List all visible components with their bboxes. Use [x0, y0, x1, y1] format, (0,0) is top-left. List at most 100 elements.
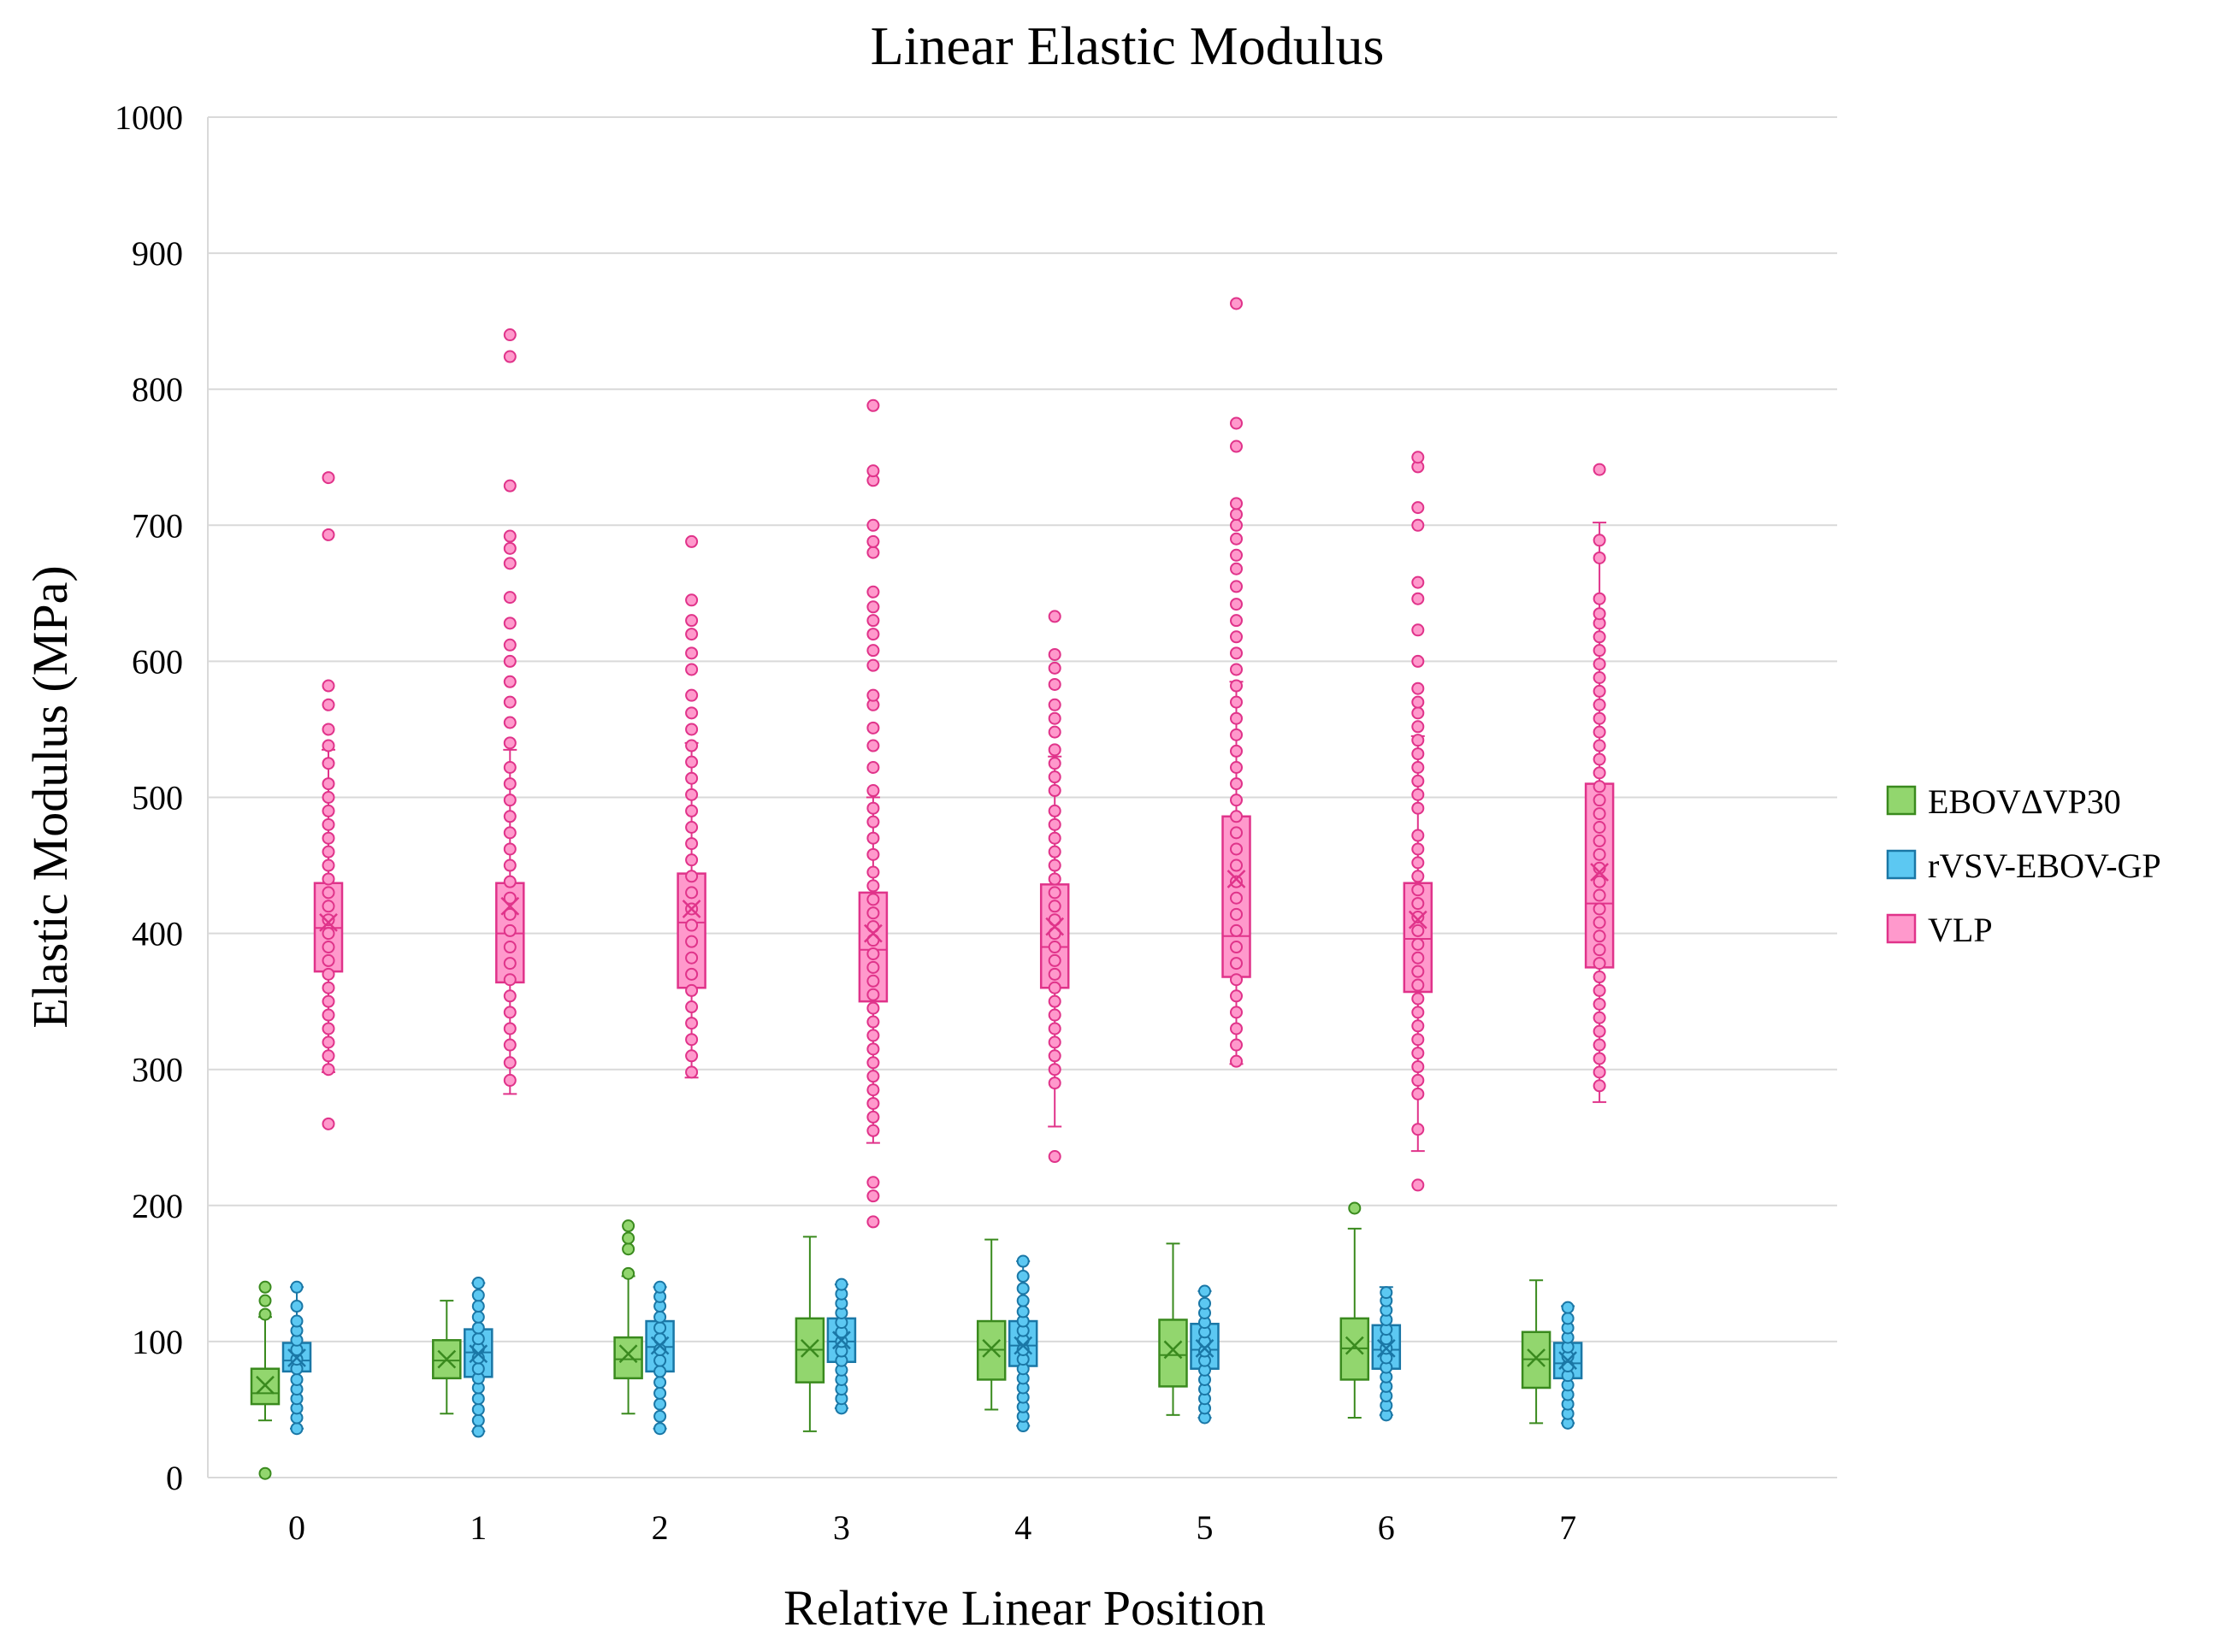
mean-marker — [1226, 870, 1246, 888]
data-point — [1411, 870, 1425, 883]
data-point — [1593, 1011, 1606, 1024]
data-point — [1411, 897, 1425, 911]
data-point — [503, 716, 517, 729]
box-2-6 — [1403, 451, 1433, 1192]
data-point — [322, 1022, 335, 1035]
data-point — [866, 1096, 880, 1110]
data-point — [866, 1110, 880, 1124]
data-point — [1593, 957, 1606, 971]
data-point — [1230, 744, 1243, 758]
x-tick-label: 3 — [833, 1508, 850, 1547]
data-point — [866, 865, 880, 879]
data-point — [1048, 967, 1061, 981]
data-point — [1048, 953, 1061, 967]
data-point — [322, 900, 335, 913]
box-1-3 — [826, 1277, 857, 1415]
mean-marker — [832, 1330, 851, 1350]
data-point — [503, 957, 517, 971]
data-point — [290, 1300, 304, 1313]
box-1-2 — [645, 1280, 675, 1436]
data-point — [1411, 923, 1425, 937]
mean-marker — [1163, 1340, 1183, 1360]
data-point — [1048, 743, 1061, 757]
data-point — [1411, 720, 1425, 734]
mean-marker — [319, 912, 338, 932]
x-tick-label: 4 — [1014, 1508, 1031, 1547]
data-point — [866, 739, 880, 752]
data-point — [1411, 1073, 1425, 1087]
data-point — [1593, 1038, 1606, 1052]
data-point — [322, 757, 335, 770]
data-point — [866, 1015, 880, 1029]
data-point — [622, 1219, 635, 1233]
data-point — [866, 815, 880, 829]
x-tick-label: 7 — [1559, 1508, 1576, 1547]
data-point — [258, 1280, 272, 1294]
data-point — [503, 777, 517, 791]
data-point — [1593, 888, 1606, 902]
data-point — [322, 1008, 335, 1022]
data-point — [503, 760, 517, 774]
data-point — [290, 1280, 304, 1294]
data-point — [1593, 644, 1606, 658]
data-point — [1230, 989, 1243, 1003]
data-point — [1048, 872, 1061, 886]
data-point — [503, 1056, 517, 1070]
y-tick-label: 0 — [166, 1459, 183, 1497]
y-tick-label: 100 — [132, 1323, 183, 1361]
data-point — [322, 831, 335, 845]
legend-swatch-0 — [1886, 785, 1917, 816]
data-point — [1230, 630, 1243, 644]
data-point — [1411, 951, 1425, 965]
data-point — [1593, 807, 1606, 821]
data-point — [1411, 992, 1425, 1006]
box-1-5 — [1190, 1284, 1220, 1425]
data-point — [1230, 973, 1243, 987]
data-point — [1048, 784, 1061, 798]
data-point — [866, 784, 880, 798]
data-point — [503, 858, 517, 872]
data-point — [503, 989, 517, 1003]
data-point — [866, 947, 880, 960]
data-point — [503, 479, 517, 493]
box-2-4 — [1039, 610, 1070, 1164]
data-point — [1230, 907, 1243, 921]
data-point — [685, 853, 699, 867]
data-point — [1048, 647, 1061, 661]
mean-marker — [801, 1338, 819, 1358]
legend-label-0: EBOVΔVP30 — [1928, 782, 2121, 821]
data-point — [503, 842, 517, 856]
box-plots — [250, 297, 1615, 1480]
y-tick-label: 200 — [132, 1187, 183, 1225]
data-point — [685, 755, 699, 769]
data-point — [685, 628, 699, 641]
data-point — [1230, 598, 1243, 611]
data-point — [322, 886, 335, 900]
data-point — [290, 1422, 304, 1436]
data-point — [503, 736, 517, 750]
data-point — [322, 1049, 335, 1063]
data-point — [1230, 760, 1243, 774]
data-point — [258, 1307, 272, 1321]
data-point — [1593, 821, 1606, 835]
data-point — [503, 1073, 517, 1087]
data-point — [685, 951, 699, 965]
box-1-6 — [1371, 1286, 1402, 1422]
data-point — [1230, 518, 1243, 532]
data-point — [866, 1056, 880, 1070]
data-point — [1016, 1294, 1030, 1307]
data-point — [1411, 937, 1425, 951]
data-point — [322, 981, 335, 994]
data-point — [685, 646, 699, 660]
data-point — [866, 614, 880, 628]
data-point — [290, 1372, 304, 1386]
data-point — [685, 739, 699, 752]
data-point — [866, 518, 880, 532]
data-point — [503, 973, 517, 987]
box-0-6 — [1339, 1201, 1370, 1419]
data-point — [653, 1386, 667, 1400]
data-point — [685, 870, 699, 883]
data-point — [1230, 711, 1243, 725]
data-point — [503, 654, 517, 668]
data-point — [503, 891, 517, 905]
